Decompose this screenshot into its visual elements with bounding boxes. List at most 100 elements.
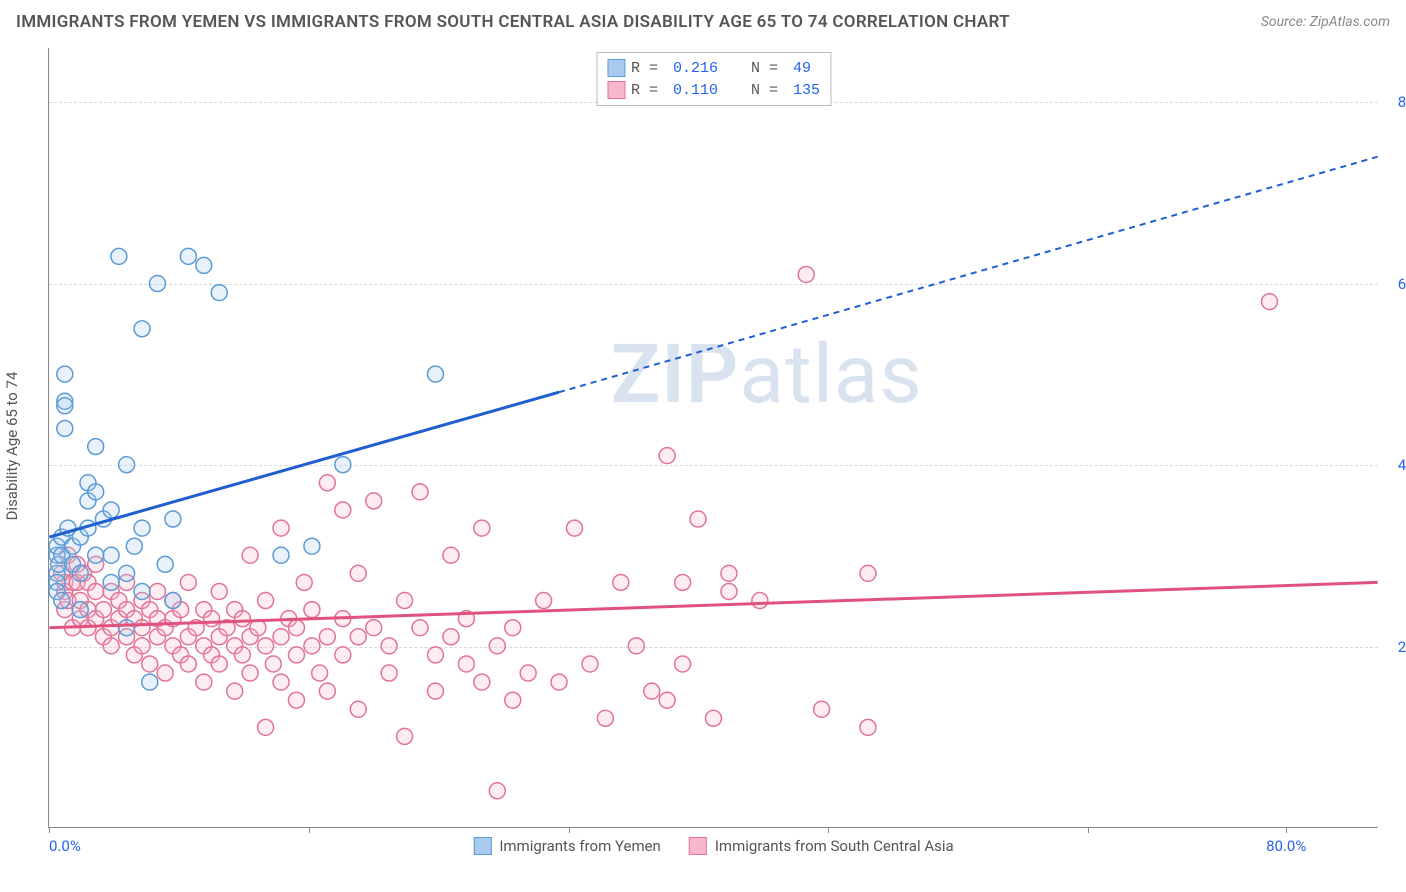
data-point-yemen xyxy=(142,674,158,690)
data-point-yemen xyxy=(126,538,142,554)
data-point-sca xyxy=(489,638,505,654)
data-point-sca xyxy=(536,593,552,609)
data-point-yemen xyxy=(304,538,320,554)
data-point-yemen xyxy=(111,248,127,264)
legend-label-sca: Immigrants from South Central Asia xyxy=(715,837,954,855)
data-point-yemen xyxy=(119,457,135,473)
data-point-sca xyxy=(397,728,413,744)
data-point-sca xyxy=(721,565,737,581)
data-point-sca xyxy=(582,656,598,672)
y-tick-label: 80.0% xyxy=(1388,93,1406,111)
stat-n-label: N = xyxy=(724,60,787,77)
data-point-sca xyxy=(675,574,691,590)
data-point-sca xyxy=(350,565,366,581)
data-point-sca xyxy=(88,583,104,599)
stats-row-sca: R = 0.110 N = 135 xyxy=(607,79,820,101)
trendline-sca xyxy=(49,582,1377,627)
y-tick-label: 60.0% xyxy=(1388,275,1406,293)
data-point-sca xyxy=(211,583,227,599)
data-point-sca xyxy=(366,493,382,509)
legend-label-yemen: Immigrants from Yemen xyxy=(499,837,661,855)
data-point-sca xyxy=(335,647,351,663)
data-point-yemen xyxy=(427,366,443,382)
data-point-sca xyxy=(211,656,227,672)
data-point-yemen xyxy=(88,547,104,563)
y-tick-label: 20.0% xyxy=(1388,638,1406,656)
swatch-sca xyxy=(607,81,625,99)
data-point-sca xyxy=(242,665,258,681)
data-point-yemen xyxy=(72,565,88,581)
data-point-sca xyxy=(474,520,490,536)
data-point-sca xyxy=(597,710,613,726)
data-point-yemen xyxy=(165,593,181,609)
data-point-sca xyxy=(381,638,397,654)
data-point-sca xyxy=(551,674,567,690)
data-point-sca xyxy=(227,683,243,699)
y-axis-label: Disability Age 65 to 74 xyxy=(3,372,21,521)
data-point-sca xyxy=(288,647,304,663)
data-point-sca xyxy=(134,620,150,636)
data-point-sca xyxy=(273,629,289,645)
data-point-sca xyxy=(659,692,675,708)
data-point-sca xyxy=(752,593,768,609)
data-point-sca xyxy=(659,448,675,464)
data-point-yemen xyxy=(103,547,119,563)
data-point-sca xyxy=(505,692,521,708)
x-tick xyxy=(569,827,570,833)
data-point-yemen xyxy=(103,574,119,590)
data-point-sca xyxy=(690,511,706,527)
data-point-yemen xyxy=(119,620,135,636)
data-point-sca xyxy=(234,647,250,663)
stat-r-label: R = xyxy=(631,82,667,99)
swatch-sca xyxy=(689,837,707,855)
data-point-sca xyxy=(427,683,443,699)
data-point-sca xyxy=(721,583,737,599)
data-point-sca xyxy=(860,719,876,735)
data-point-sca xyxy=(95,602,111,618)
data-point-sca xyxy=(381,665,397,681)
data-point-yemen xyxy=(119,565,135,581)
data-point-sca xyxy=(258,593,274,609)
data-point-sca xyxy=(204,611,220,627)
legend-item-sca: Immigrants from South Central Asia xyxy=(689,837,954,855)
data-point-sca xyxy=(304,602,320,618)
data-point-sca xyxy=(520,665,536,681)
stat-n-label: N = xyxy=(724,82,787,99)
stat-r-yemen: 0.216 xyxy=(673,60,718,77)
data-point-yemen xyxy=(165,511,181,527)
data-point-sca xyxy=(458,656,474,672)
trendline-yemen-dashed xyxy=(559,157,1378,393)
data-point-sca xyxy=(366,620,382,636)
data-point-yemen xyxy=(157,556,173,572)
data-point-yemen xyxy=(196,257,212,273)
stat-n-yemen: 49 xyxy=(793,60,811,77)
data-point-yemen xyxy=(335,457,351,473)
data-point-sca xyxy=(242,547,258,563)
data-point-sca xyxy=(273,520,289,536)
data-point-sca xyxy=(350,701,366,717)
data-point-sca xyxy=(335,502,351,518)
data-point-sca xyxy=(628,638,644,654)
data-point-sca xyxy=(860,565,876,581)
data-point-sca xyxy=(180,656,196,672)
data-point-sca xyxy=(319,475,335,491)
data-point-sca xyxy=(706,710,722,726)
data-point-sca xyxy=(258,638,274,654)
data-point-yemen xyxy=(57,366,73,382)
data-point-sca xyxy=(412,484,428,500)
data-point-yemen xyxy=(180,248,196,264)
x-tick xyxy=(1286,827,1287,833)
data-point-sca xyxy=(149,583,165,599)
plot-area: R = 0.216 N = 49 R = 0.110 N = 135 ZIPat… xyxy=(48,48,1378,828)
data-point-sca xyxy=(134,638,150,654)
stats-legend: R = 0.216 N = 49 R = 0.110 N = 135 xyxy=(596,52,831,106)
data-point-yemen xyxy=(134,321,150,337)
data-point-sca xyxy=(234,611,250,627)
data-point-yemen xyxy=(134,520,150,536)
stat-r-label: R = xyxy=(631,60,667,77)
data-point-sca xyxy=(288,692,304,708)
data-point-sca xyxy=(273,674,289,690)
data-point-yemen xyxy=(57,420,73,436)
data-point-sca xyxy=(675,656,691,672)
chart-title: IMMIGRANTS FROM YEMEN VS IMMIGRANTS FROM… xyxy=(16,12,1010,32)
